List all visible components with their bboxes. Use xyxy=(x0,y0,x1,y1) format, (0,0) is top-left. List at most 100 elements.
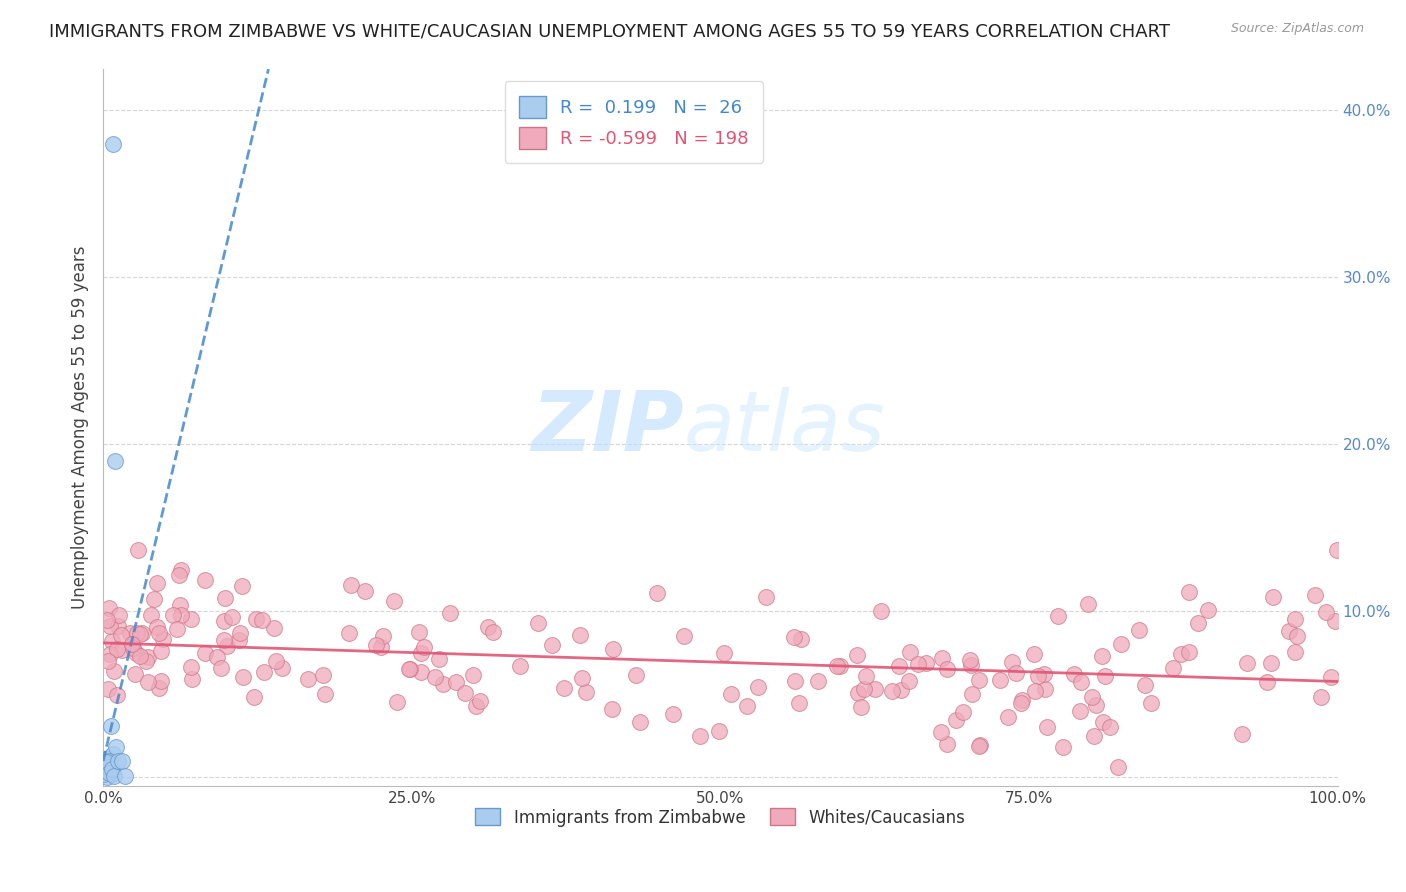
Point xyxy=(111,643,134,657)
Point xyxy=(423,670,446,684)
Point xyxy=(97,755,120,769)
Point xyxy=(170,608,193,623)
Point xyxy=(124,667,146,681)
Point xyxy=(252,614,274,628)
Point xyxy=(630,715,652,730)
Text: Source: ZipAtlas.com: Source: ZipAtlas.com xyxy=(1230,22,1364,36)
Point xyxy=(689,729,711,743)
Point xyxy=(103,769,125,783)
Point xyxy=(1028,669,1050,683)
Point xyxy=(830,659,852,673)
Point xyxy=(960,686,983,700)
Point xyxy=(243,690,266,704)
Point xyxy=(217,639,239,653)
Point xyxy=(1178,645,1201,659)
Text: IMMIGRANTS FROM ZIMBABWE VS WHITE/CAUCASIAN UNEMPLOYMENT AMONG AGES 55 TO 59 YEA: IMMIGRANTS FROM ZIMBABWE VS WHITE/CAUCAS… xyxy=(49,22,1170,40)
Point xyxy=(747,681,769,695)
Point xyxy=(851,700,873,714)
Point xyxy=(93,766,115,780)
Point xyxy=(853,682,876,697)
Point xyxy=(169,599,191,613)
Point xyxy=(149,674,172,689)
Point xyxy=(1263,590,1285,604)
Point xyxy=(709,723,731,738)
Point xyxy=(1323,614,1346,628)
Point xyxy=(454,686,477,700)
Point xyxy=(337,625,360,640)
Point xyxy=(915,656,938,670)
Point xyxy=(1091,648,1114,663)
Point xyxy=(1010,696,1032,710)
Point xyxy=(869,603,891,617)
Point xyxy=(142,591,165,606)
Point xyxy=(212,632,235,647)
Point xyxy=(1077,597,1099,611)
Point xyxy=(136,674,159,689)
Point xyxy=(107,688,129,702)
Point xyxy=(180,660,202,674)
Legend: Immigrants from Zimbabwe, Whites/Caucasians: Immigrants from Zimbabwe, Whites/Caucasi… xyxy=(467,800,974,835)
Point xyxy=(931,725,953,739)
Point xyxy=(865,681,887,696)
Point xyxy=(120,626,142,640)
Point xyxy=(100,718,122,732)
Point xyxy=(125,646,148,660)
Point xyxy=(212,615,235,629)
Point xyxy=(96,613,118,627)
Point xyxy=(935,662,957,676)
Point xyxy=(432,676,454,690)
Point xyxy=(969,738,991,752)
Point xyxy=(148,625,170,640)
Point xyxy=(207,649,229,664)
Point xyxy=(264,654,287,668)
Point xyxy=(100,762,122,776)
Point xyxy=(111,754,134,768)
Point xyxy=(166,622,188,636)
Point xyxy=(141,607,163,622)
Point xyxy=(231,579,253,593)
Point xyxy=(409,646,432,660)
Point xyxy=(353,583,375,598)
Point xyxy=(93,755,115,769)
Point xyxy=(98,759,121,773)
Point xyxy=(312,668,335,682)
Point xyxy=(96,770,118,784)
Point xyxy=(209,661,232,675)
Point xyxy=(527,616,550,631)
Point xyxy=(96,755,118,769)
Point xyxy=(162,608,184,623)
Point xyxy=(245,612,267,626)
Point xyxy=(103,665,125,679)
Point xyxy=(101,747,124,761)
Point xyxy=(952,705,974,719)
Point xyxy=(98,756,121,771)
Point xyxy=(889,659,911,673)
Point xyxy=(297,672,319,686)
Point xyxy=(194,646,217,660)
Point xyxy=(180,612,202,626)
Point xyxy=(107,619,129,633)
Point xyxy=(1107,760,1129,774)
Point xyxy=(146,620,169,634)
Point xyxy=(540,638,562,652)
Point xyxy=(898,674,921,689)
Point xyxy=(93,764,115,778)
Point xyxy=(97,601,120,615)
Point xyxy=(1232,727,1254,741)
Point xyxy=(1011,692,1033,706)
Point xyxy=(464,699,486,714)
Point xyxy=(411,665,433,679)
Point xyxy=(1326,543,1348,558)
Point xyxy=(97,760,120,774)
Text: atlas: atlas xyxy=(683,386,884,467)
Point xyxy=(785,674,807,689)
Point xyxy=(624,667,647,681)
Point xyxy=(148,681,170,696)
Point xyxy=(371,629,394,643)
Point xyxy=(846,686,869,700)
Text: ZIP: ZIP xyxy=(530,386,683,467)
Point xyxy=(97,654,120,668)
Point xyxy=(127,626,149,640)
Point xyxy=(129,626,152,640)
Point xyxy=(1069,704,1091,718)
